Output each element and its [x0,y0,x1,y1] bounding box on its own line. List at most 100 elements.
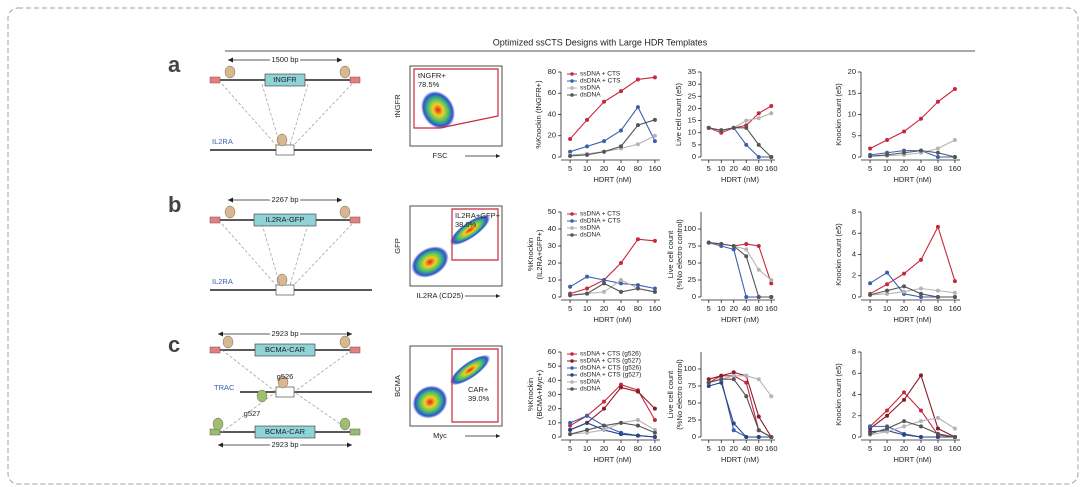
y-tick-label: 75 [688,381,696,390]
data-point [868,154,873,159]
x-tick-label: 20 [600,444,608,453]
y-axis-label: %Knockin(BCMA+Myc+) [526,369,544,419]
x-tick-label: 5 [707,164,711,173]
x-tick-label: 5 [568,304,572,313]
x-tick-label: 40 [617,164,625,173]
series-line [708,371,772,438]
x-axis-label: HDRT (nM) [593,315,632,324]
series-line [870,150,956,158]
data-point [885,413,890,418]
data-point [935,426,940,431]
data-point [756,142,761,147]
legend-label: ssDNA + CTS (g526) [580,351,641,358]
y-tick-label: 50 [548,207,556,216]
data-point [935,415,940,420]
flow-x-arrowhead [496,434,500,438]
legend-label: dsDNA [580,232,601,239]
data-point [618,420,623,425]
x-tick-label: 10 [583,164,591,173]
x-tick-label: 160 [649,304,662,313]
data-point [918,424,923,429]
length-label: 2923 bp [271,329,298,338]
legend-label: ssDNA + CTS [580,211,621,218]
data-point [652,289,657,294]
y-tick-label: 80 [548,67,556,76]
y-axis-label-line: Knockin count (e5) [834,223,843,286]
y-tick-label: 6 [852,368,856,377]
x-axis-label: HDRT (nM) [721,455,760,464]
projection [293,223,353,286]
data-point [568,153,573,158]
data-point [731,247,736,252]
cut-site [275,144,295,156]
data-point [585,413,590,418]
x-axis-label: HDRT (nM) [721,175,760,184]
data-point [935,155,940,159]
data-point [585,144,590,149]
x-tick-label: 80 [934,444,942,453]
y-axis-label-line: Knockin count (e5) [834,363,843,426]
data-point [602,289,607,294]
cas9-marker [277,375,289,389]
data-point [744,373,749,378]
flow-x-arrowhead [496,154,500,158]
flow-x-label: Myc [433,431,447,440]
y-tick-label: 60 [548,88,556,97]
data-point [602,139,607,144]
cas9-marker [339,335,351,349]
series-line [570,419,656,435]
series-line [869,420,956,438]
legend-label: dsDNA [580,386,601,393]
data-point [635,105,640,110]
legend-label: dsDNA + CTS [580,78,621,85]
data-point [602,278,607,282]
y-tick-label: 0 [692,292,696,301]
legend-marker [570,352,574,356]
insert-label: BCMA-CAR [265,345,306,354]
cas9-marker [276,133,288,147]
flow-y-label: BCMA [393,375,402,397]
data-point [706,377,711,382]
x-tick-label: 5 [707,444,711,453]
y-tick-label: 50 [688,398,696,407]
x-tick-label: 20 [900,304,908,313]
series-line [870,430,955,438]
cas9-marker [339,205,351,219]
homology-arm [349,216,361,224]
data-point [885,429,890,434]
data-point [568,427,573,432]
data-point [744,247,749,252]
data-point [585,286,590,291]
x-tick-label: 160 [949,304,962,313]
y-tick-label: 100 [683,224,696,233]
data-point [706,240,711,245]
projection [261,223,281,286]
data-point [602,406,607,411]
projection [293,349,353,393]
series-line [869,88,956,149]
y-axis-label-line: (BCMA+Myc+) [535,369,544,419]
data-point [652,418,657,422]
data-point [885,138,890,142]
legend-marker [570,380,574,384]
data-point [602,281,607,286]
y-axis-label: %Knockin(IL2RA+GFP+) [526,229,544,280]
data-point [756,111,761,116]
x-tick-label: 5 [568,164,572,173]
y-axis-label: Knockin count (e5) [834,363,843,426]
data-point [902,150,907,155]
data-point [952,426,957,431]
y-tick-label: 4 [852,389,856,398]
data-point [602,427,607,432]
x-tick-label: 80 [934,164,942,173]
projection [221,349,277,393]
data-point [652,406,657,411]
x-tick-label: 160 [765,164,778,173]
y-tick-label: 30 [688,79,696,88]
insert-box [253,213,317,227]
x-tick-label: 80 [634,164,642,173]
data-point [585,420,590,425]
data-point [744,142,749,147]
data-point [885,291,890,296]
legend-label: ssDNA + CTS (g527) [580,358,641,365]
